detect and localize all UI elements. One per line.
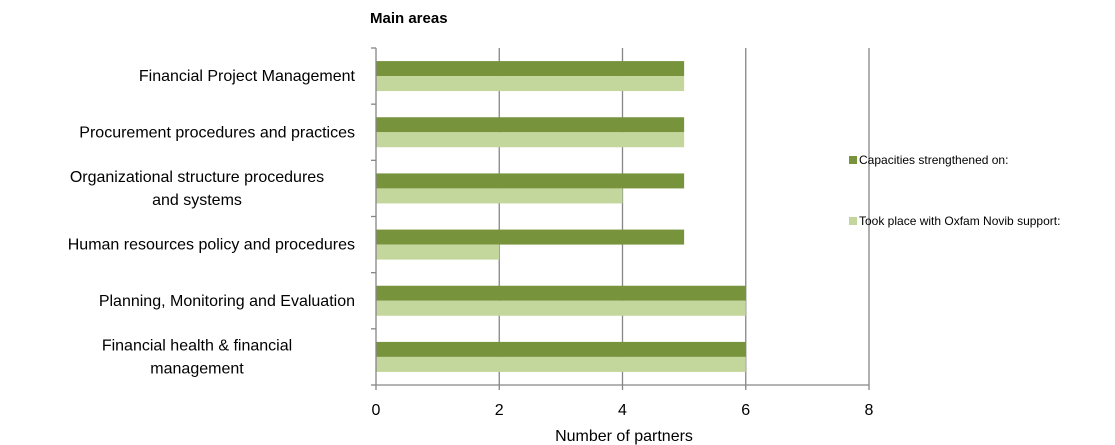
x-tick-label: 6 [741,402,750,419]
legend: Capacities strengthened on: Took place wi… [849,153,1060,228]
bar-capacities-strengthened [376,117,685,133]
legend-swatch [849,156,857,164]
bar-oxfam-novib-support [376,188,623,204]
x-tick-label: 0 [372,402,381,419]
bar-capacities-strengthened [376,341,746,357]
category-label: Planning, Monitoring and Evaluation [99,293,355,310]
bar-capacities-strengthened [376,229,685,245]
category-label: Procurement procedures and practices [79,124,355,141]
bar-capacities-strengthened [376,61,685,77]
bar-oxfam-novib-support [376,76,685,92]
legend-label: Capacities strengthened on: [859,153,1008,167]
legend-label: Took place with Oxfam Novib support: [859,214,1060,228]
bar-oxfam-novib-support [376,132,685,148]
x-tick-labels: 0 2 4 6 8 [372,402,874,419]
gridlines [498,48,870,385]
chart-title: Main areas [370,10,448,27]
axes [371,47,870,390]
bar-oxfam-novib-support [376,356,746,372]
x-tick-label: 2 [495,402,504,419]
x-tick-label: 8 [865,402,874,419]
bar-oxfam-novib-support [376,244,500,260]
legend-swatch [849,217,857,225]
x-tick-label: 4 [618,402,627,419]
bars [376,61,746,372]
category-label: Financial health & financial [102,337,292,354]
category-labels: Financial Project Management Procurement … [68,68,356,377]
bar-oxfam-novib-support [376,300,746,316]
category-label: Financial Project Management [139,68,356,85]
category-label: management [150,360,244,377]
x-axis-title: Number of partners [555,428,693,445]
bar-capacities-strengthened [376,285,746,301]
category-label: Organizational structure procedures [70,169,324,186]
category-label: and systems [152,192,242,209]
category-label: Human resources policy and procedures [68,237,355,254]
bar-capacities-strengthened [376,173,685,189]
